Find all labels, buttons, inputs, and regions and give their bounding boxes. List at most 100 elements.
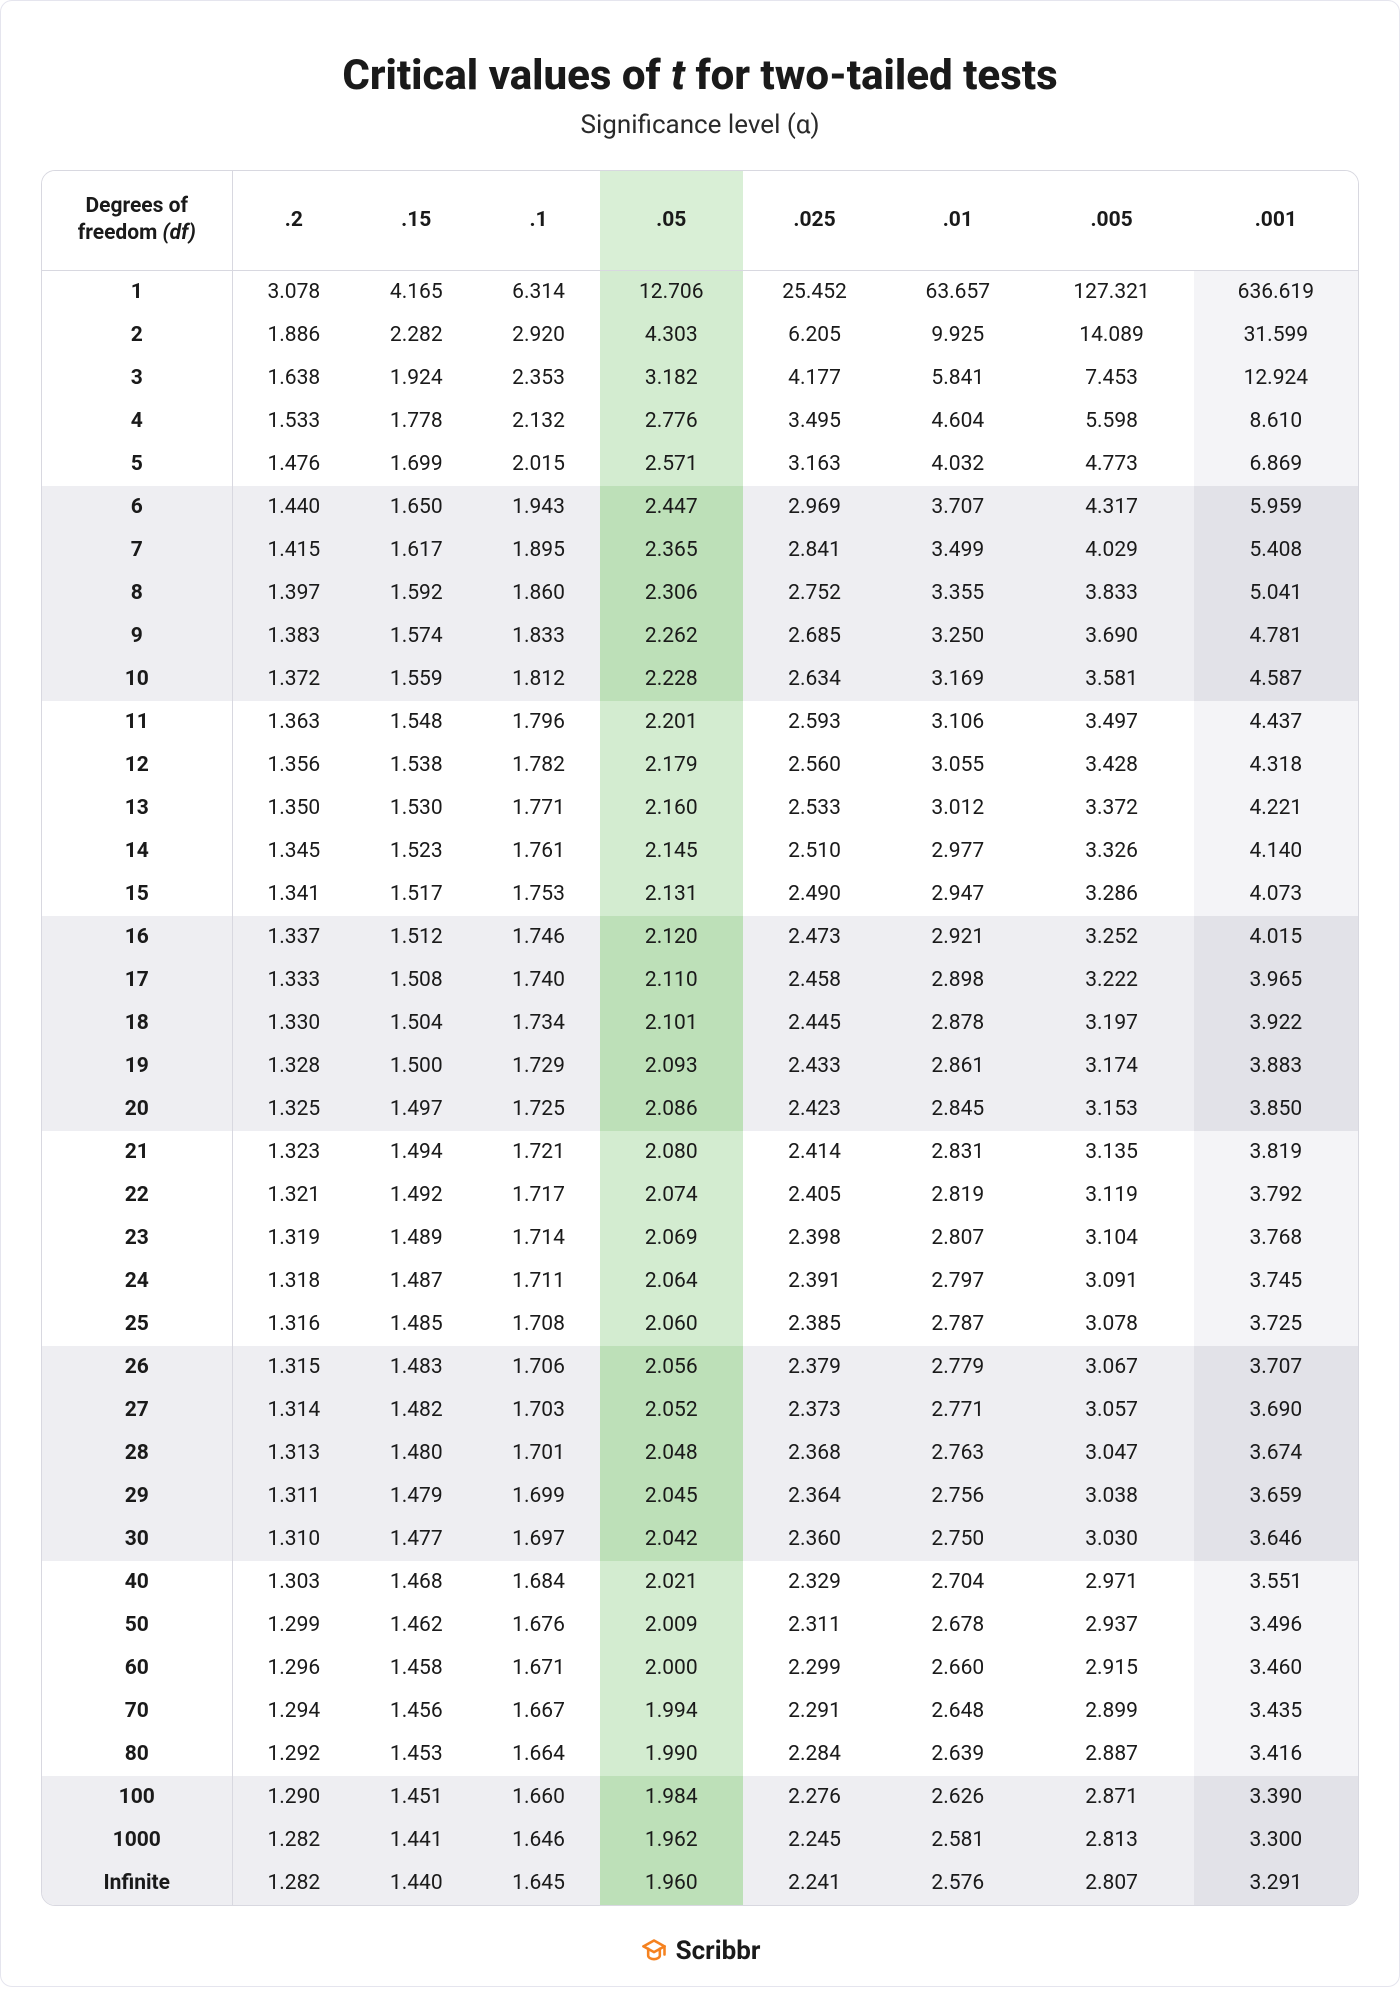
table-row: 501.2991.4621.6762.0092.3112.6782.9373.4… xyxy=(42,1604,1358,1647)
col-header: .05 xyxy=(600,171,743,270)
value-cell: 4.140 xyxy=(1194,830,1358,873)
value-cell: 2.660 xyxy=(886,1647,1029,1690)
df-cell: 3 xyxy=(42,357,232,400)
table-row: 161.3371.5121.7462.1202.4732.9213.2524.0… xyxy=(42,916,1358,959)
value-cell: 1.729 xyxy=(477,1045,599,1088)
table-row: 401.3031.4681.6842.0212.3292.7042.9713.5… xyxy=(42,1561,1358,1604)
value-cell: 2.056 xyxy=(600,1346,743,1389)
col-header: .001 xyxy=(1194,171,1358,270)
value-cell: 2.360 xyxy=(743,1518,886,1561)
value-cell: 1.323 xyxy=(232,1131,355,1174)
value-cell: 1.500 xyxy=(355,1045,477,1088)
value-cell: 1.725 xyxy=(477,1088,599,1131)
value-cell: 1.494 xyxy=(355,1131,477,1174)
value-cell: 3.460 xyxy=(1194,1647,1358,1690)
value-cell: 1.350 xyxy=(232,787,355,830)
value-cell: 3.106 xyxy=(886,701,1029,744)
value-cell: 4.165 xyxy=(355,270,477,314)
value-cell: 1.415 xyxy=(232,529,355,572)
df-cell: 12 xyxy=(42,744,232,787)
value-cell: 3.690 xyxy=(1029,615,1193,658)
value-cell: 4.604 xyxy=(886,400,1029,443)
value-cell: 1.538 xyxy=(355,744,477,787)
value-cell: 4.221 xyxy=(1194,787,1358,830)
df-cell: 7 xyxy=(42,529,232,572)
table-header-row: Degrees of freedom (df) .2.15.1.05.025.0… xyxy=(42,171,1358,270)
table-row: 241.3181.4871.7112.0642.3912.7973.0913.7… xyxy=(42,1260,1358,1303)
df-header-line1: Degrees of xyxy=(85,194,188,218)
df-cell: 25 xyxy=(42,1303,232,1346)
value-cell: 1.667 xyxy=(477,1690,599,1733)
value-cell: 1.833 xyxy=(477,615,599,658)
value-cell: 3.250 xyxy=(886,615,1029,658)
value-cell: 2.373 xyxy=(743,1389,886,1432)
table-row: 701.2941.4561.6671.9942.2912.6482.8993.4… xyxy=(42,1690,1358,1733)
value-cell: 1.319 xyxy=(232,1217,355,1260)
brand-footer: Scribbr xyxy=(41,1936,1359,1966)
df-cell: 21 xyxy=(42,1131,232,1174)
table-row: 151.3411.5171.7532.1312.4902.9473.2864.0… xyxy=(42,873,1358,916)
value-cell: 1.492 xyxy=(355,1174,477,1217)
table-row: 181.3301.5041.7342.1012.4452.8783.1973.9… xyxy=(42,1002,1358,1045)
value-cell: 1.282 xyxy=(232,1862,355,1905)
table-row: 61.4401.6501.9432.4472.9693.7074.3175.95… xyxy=(42,486,1358,529)
value-cell: 2.685 xyxy=(743,615,886,658)
table-row: 121.3561.5381.7822.1792.5603.0553.4284.3… xyxy=(42,744,1358,787)
value-cell: 3.174 xyxy=(1029,1045,1193,1088)
value-cell: 1.721 xyxy=(477,1131,599,1174)
value-cell: 2.634 xyxy=(743,658,886,701)
value-cell: 3.495 xyxy=(743,400,886,443)
table-body: 13.0784.1656.31412.70625.45263.657127.32… xyxy=(42,270,1358,1905)
value-cell: 2.086 xyxy=(600,1088,743,1131)
value-cell: 12.924 xyxy=(1194,357,1358,400)
title-post: for two-tailed tests xyxy=(685,51,1058,100)
df-cell: 2 xyxy=(42,314,232,357)
value-cell: 1.617 xyxy=(355,529,477,572)
value-cell: 1.517 xyxy=(355,873,477,916)
value-cell: 1.290 xyxy=(232,1776,355,1819)
value-cell: 2.405 xyxy=(743,1174,886,1217)
value-cell: 1.318 xyxy=(232,1260,355,1303)
value-cell: 6.314 xyxy=(477,270,599,314)
df-cell: 30 xyxy=(42,1518,232,1561)
value-cell: 1.480 xyxy=(355,1432,477,1475)
table-row: 211.3231.4941.7212.0802.4142.8313.1353.8… xyxy=(42,1131,1358,1174)
value-cell: 2.898 xyxy=(886,959,1029,1002)
value-cell: 1.703 xyxy=(477,1389,599,1432)
value-cell: 1.746 xyxy=(477,916,599,959)
value-cell: 2.445 xyxy=(743,1002,886,1045)
value-cell: 3.499 xyxy=(886,529,1029,572)
value-cell: 2.021 xyxy=(600,1561,743,1604)
value-cell: 1.646 xyxy=(477,1819,599,1862)
t-table-container: Degrees of freedom (df) .2.15.1.05.025.0… xyxy=(41,170,1359,1906)
value-cell: 7.453 xyxy=(1029,357,1193,400)
table-row: 801.2921.4531.6641.9902.2842.6392.8873.4… xyxy=(42,1733,1358,1776)
value-cell: 1.333 xyxy=(232,959,355,1002)
df-cell: 10 xyxy=(42,658,232,701)
value-cell: 2.921 xyxy=(886,916,1029,959)
page-title: Critical values of t for two-tailed test… xyxy=(41,51,1359,100)
value-cell: 2.947 xyxy=(886,873,1029,916)
df-header-line2-pre: freedom xyxy=(78,221,163,245)
value-cell: 3.745 xyxy=(1194,1260,1358,1303)
value-cell: 1.477 xyxy=(355,1518,477,1561)
value-cell: 9.925 xyxy=(886,314,1029,357)
value-cell: 2.145 xyxy=(600,830,743,873)
df-cell: 20 xyxy=(42,1088,232,1131)
df-cell: 1 xyxy=(42,270,232,314)
value-cell: 3.883 xyxy=(1194,1045,1358,1088)
table-row: 301.3101.4771.6972.0422.3602.7503.0303.6… xyxy=(42,1518,1358,1561)
table-row: 141.3451.5231.7612.1452.5102.9773.3264.1… xyxy=(42,830,1358,873)
value-cell: 1.684 xyxy=(477,1561,599,1604)
value-cell: 2.009 xyxy=(600,1604,743,1647)
value-cell: 2.845 xyxy=(886,1088,1029,1131)
df-header: Degrees of freedom (df) xyxy=(42,171,232,270)
col-header: .1 xyxy=(477,171,599,270)
df-cell: 4 xyxy=(42,400,232,443)
value-cell: 2.593 xyxy=(743,701,886,744)
value-cell: 4.781 xyxy=(1194,615,1358,658)
value-cell: 2.353 xyxy=(477,357,599,400)
value-cell: 3.355 xyxy=(886,572,1029,615)
value-cell: 1.671 xyxy=(477,1647,599,1690)
col-header: .01 xyxy=(886,171,1029,270)
